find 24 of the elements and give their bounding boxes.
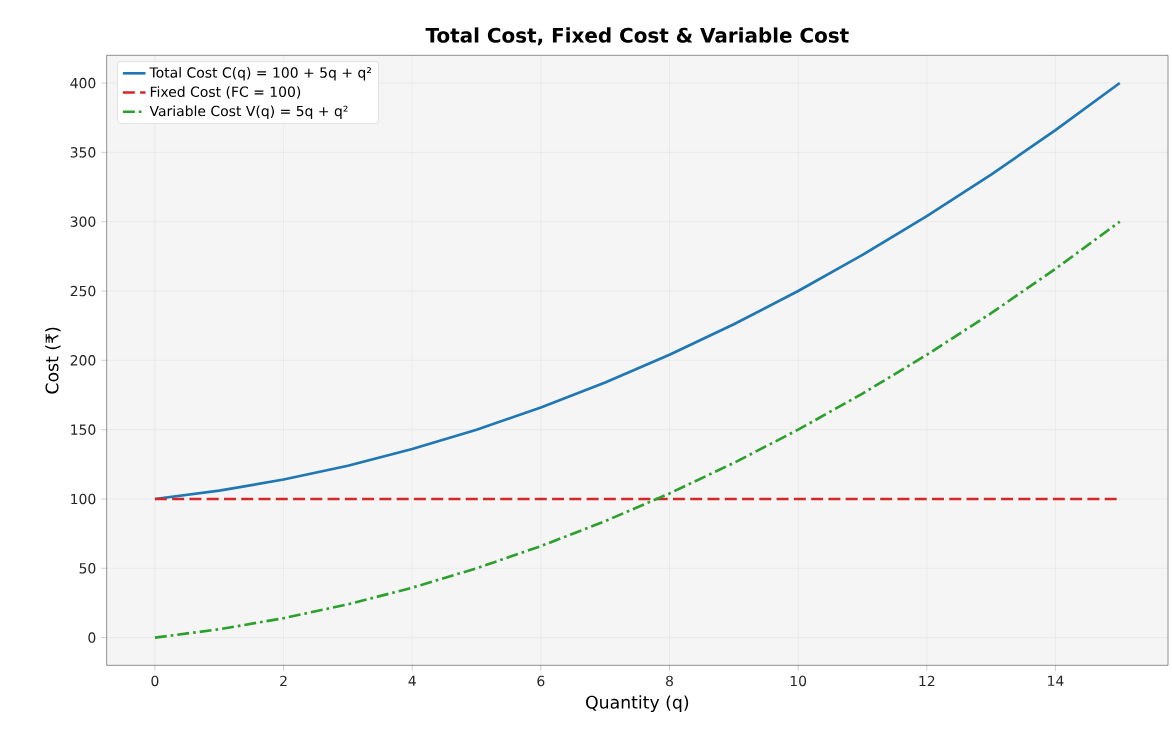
x-tick-label: 4 [408,675,416,686]
y-tick-label: 200 [70,355,96,366]
line-series [153,220,1122,639]
x-tick-label: 12 [919,675,935,687]
x-tick-label: 10 [790,675,807,687]
x-tick-label: 8 [666,675,673,687]
y-tick-label: 300 [70,216,96,227]
y-tick-label: 250 [70,285,96,297]
legend-label: Fixed Cost (FC = 100) [150,86,301,99]
x-axis-title: Quantity (q) [586,695,689,713]
y-tick-label: 100 [71,493,96,505]
y-tick-label: 50 [79,563,96,574]
y-tick-label: 150 [71,424,96,435]
chart-title: Total Cost, Fixed Cost & Variable Cost [425,27,849,46]
legend-label: Variable Cost V(q) = 5q + q² [149,105,348,119]
x-tick-label: 0 [151,675,159,687]
y-tick-label: 400 [70,77,96,89]
x-tick-label: 2 [280,675,287,687]
x-tick-label: 14 [1048,675,1064,686]
x-tick-label: 6 [537,675,545,687]
y-tick-label: 0 [88,632,96,643]
y-axis-title: Cost (₹) [45,327,61,394]
legend-label: Total Cost C(q) = 100 + 5q + q² [149,67,372,81]
y-tick-label: 350 [70,147,96,158]
